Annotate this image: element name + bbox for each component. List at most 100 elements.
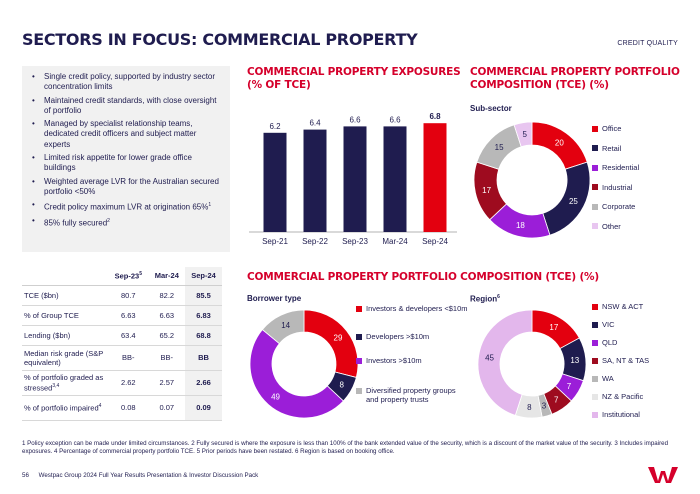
bar-category-label: Mar-24 [382, 237, 408, 246]
legend-swatch [592, 411, 598, 418]
key-points-panel: Single credit policy, supported by indus… [22, 66, 230, 252]
borrower-type-label: Borrower type [247, 294, 302, 303]
bar-Sep-22 [303, 129, 327, 232]
row-label: % of portfolio impaired4 [22, 395, 108, 421]
page-title: SECTORS IN FOCUS: COMMERCIAL PROPERTY [22, 30, 418, 49]
bar-category-label: Sep-23 [342, 237, 368, 246]
legend-label: Institutional [602, 410, 640, 419]
exposures-title: COMMERCIAL PROPERTY EXPOSURES (% OF TCE) [247, 66, 461, 92]
footer: 56 Westpac Group 2024 Full Year Results … [22, 472, 266, 479]
bar-Sep-24 [423, 123, 447, 232]
legend-swatch [592, 125, 598, 132]
region-label-sup: 6 [497, 294, 500, 300]
donut-slice-label: 8 [339, 381, 344, 390]
legend-swatch [592, 203, 598, 210]
bar-category-label: Sep-21 [262, 237, 288, 246]
donut-slice-investors-developers-10m [303, 309, 359, 378]
donut-slice-diversified-property-groups-and-property-trusts [261, 309, 305, 345]
key-point-item: Maintained credit standards, with close … [30, 96, 224, 116]
donut-slice-investors-10m [249, 329, 344, 419]
legend-label: WA [602, 374, 614, 383]
donut-slice-label: 3 [542, 401, 547, 410]
key-point-text: Credit policy maximum LVR at origination… [44, 202, 209, 212]
bar-category-label: Sep-22 [302, 237, 328, 246]
row-label: Median risk grade (S&P equivalent) [22, 345, 108, 371]
footnote-ref: 1 [208, 202, 212, 209]
table-header-cell: Sep-24 [185, 267, 222, 286]
legend-swatch [356, 357, 362, 364]
key-point-item: Credit policy maximum LVR at origination… [30, 200, 224, 213]
table-cell: 6.63 [148, 305, 186, 326]
donut-slice-label: 17 [482, 186, 491, 195]
westpac-logo-icon [648, 467, 678, 483]
composition-title-line1: COMMERCIAL PROPERTY PORTFOLIO [470, 66, 680, 78]
donut-slice-label: 49 [271, 392, 280, 401]
legend-label: Corporate [602, 202, 636, 211]
metrics-table: Sep-235 Mar-24 Sep-24 TCE ($bn) 80.7 82.2 85.… [22, 267, 222, 421]
legend-swatch [592, 223, 598, 229]
section-tag: CREDIT QUALITY [617, 40, 678, 47]
donut-slice-retail [542, 161, 591, 236]
legend-label: VIC [602, 320, 615, 329]
bar-Mar-24 [383, 126, 407, 232]
exposures-bar-chart: 6.2 Sep-21 6.4 Sep-22 6.6 Sep-23 6.6 Mar-24 6.8 S… [249, 112, 457, 246]
bar-value-label: 6.4 [309, 119, 321, 128]
key-point-text: Managed by specialist relationship teams… [44, 119, 197, 149]
bar-value-label: 6.8 [429, 112, 441, 121]
table-cell: 68.8 [185, 325, 222, 346]
key-point-text: Weighted average LVR for the Australian … [44, 176, 219, 196]
exposures-title-line1: COMMERCIAL PROPERTY EXPOSURES [247, 66, 461, 78]
donut-slice-label: 7 [567, 382, 572, 391]
row-label: % of Group TCE [22, 305, 108, 326]
table-cell: 0.07 [148, 395, 186, 421]
legend-swatch [356, 305, 362, 312]
table-header-row: Sep-235 Mar-24 Sep-24 [22, 267, 222, 286]
legend-label: Retail [602, 143, 622, 153]
composition-title-line2: COMPOSITION (TCE) (%) [470, 79, 609, 91]
borrower-type-legend: Investors & developers <$10m Developers >… [356, 304, 468, 422]
table-row: % of Group TCE 6.63 6.63 6.83 [22, 305, 222, 326]
legend-label: Investors >$10m [366, 356, 422, 365]
region-label: Region6 [470, 294, 500, 304]
legend-swatch [592, 303, 598, 310]
region-label-text: Region [470, 294, 498, 304]
donut-slice-label: 14 [281, 321, 290, 330]
donut-slice-label: 13 [570, 356, 579, 365]
table-cell: 6.63 [108, 305, 149, 326]
key-point-item: Limited risk appetite for lower grade of… [30, 153, 224, 173]
bar-value-label: 6.2 [269, 122, 281, 131]
donut-slice-label: 5 [522, 130, 527, 139]
table-cell: BB [185, 345, 222, 371]
legend-label: QLD [602, 338, 618, 347]
row-label: % of portfolio graded as stressed3,4 [22, 370, 108, 396]
subsector-donut: 20 25 18 17 15 5 [473, 121, 591, 239]
borrower-type-donut: 29 8 49 14 [249, 309, 359, 419]
table-row: TCE ($bn) 80.7 82.2 85.5 [22, 285, 222, 306]
bar-Sep-21 [263, 132, 287, 232]
donut-slice-label: 17 [549, 323, 558, 332]
table-cell: 2.62 [108, 370, 149, 396]
table-cell: 6.83 [185, 305, 222, 326]
row-label: Lending ($bn) [22, 325, 108, 346]
table-cell: 2.57 [148, 370, 186, 396]
legend-label: Investors & developers <$10m [366, 304, 468, 313]
table-header-cell [22, 267, 108, 286]
legend-swatch [592, 164, 598, 171]
table-cell: BB- [108, 345, 149, 371]
table-cell: 63.4 [108, 325, 149, 346]
table-cell: 65.2 [148, 325, 186, 346]
legend-label: NSW & ACT [602, 302, 644, 311]
key-point-text: Maintained credit standards, with close … [44, 95, 217, 115]
donut-slice-label: 45 [485, 353, 494, 362]
table-cell: 80.7 [108, 285, 149, 306]
donut-slice-other [513, 121, 533, 148]
footnote-ref: 2 [107, 218, 110, 225]
lower-composition-title: COMMERCIAL PROPERTY PORTFOLIO COMPOSITIO… [247, 271, 599, 283]
exposures-title-line2: (% OF TCE) [247, 79, 311, 91]
table-cell: 2.66 [185, 370, 222, 396]
bar-value-label: 6.6 [349, 115, 361, 124]
legend-swatch [592, 145, 598, 151]
key-point-item: Single credit policy, supported by indus… [30, 72, 224, 92]
region-legend: NSW & ACT VIC QLD SA, NT & TAS WA NZ & Pacifi… [592, 302, 692, 426]
